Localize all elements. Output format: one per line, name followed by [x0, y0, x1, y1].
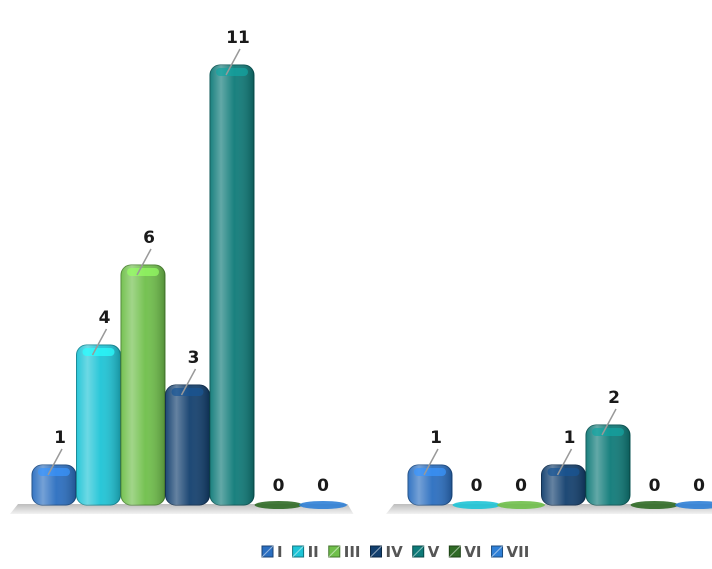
- legend-label: III: [344, 543, 361, 561]
- data-label-VI-group-1: 0: [273, 476, 285, 496]
- bar-V-group-2: [585, 424, 631, 506]
- legend-label: II: [308, 543, 319, 561]
- legend-item-II: II: [292, 543, 319, 561]
- bar-I-group-1: [31, 464, 77, 506]
- data-label-III-group-2: 0: [515, 476, 527, 496]
- legend-item-VI: VI: [448, 543, 482, 561]
- data-label-IV-group-1: 3: [188, 348, 200, 368]
- leader-line: [136, 248, 152, 276]
- leader-line: [225, 48, 241, 76]
- legend-item-I: I: [261, 543, 283, 561]
- bar-VI-group-1: [254, 501, 303, 509]
- data-label-V-group-2: 2: [608, 388, 620, 408]
- data-label-II-group-1: 4: [99, 308, 111, 328]
- bar-VII-group-1: [299, 501, 347, 509]
- data-label-VI-group-2: 0: [649, 476, 661, 496]
- legend: I II III IV V VI VII: [261, 543, 530, 561]
- leader-line: [601, 408, 617, 436]
- bar-I-group-2: [407, 464, 453, 506]
- data-label-II-group-2: 0: [471, 476, 483, 496]
- bar-II-group-2: [452, 501, 501, 509]
- bar-VII-group-2: [675, 501, 712, 509]
- data-label-VII-group-2: 0: [693, 476, 705, 496]
- data-label-V-group-1: 11: [226, 28, 250, 48]
- legend-label: V: [428, 543, 440, 561]
- data-label-III-group-1: 6: [143, 228, 155, 248]
- leader-line: [423, 448, 439, 476]
- bars-layer: [31, 64, 712, 509]
- data-label-IV-group-2: 1: [564, 428, 576, 448]
- leader-line: [47, 448, 63, 476]
- data-label-I-group-1: 1: [54, 428, 66, 448]
- legend-item-V: V: [412, 543, 440, 561]
- leader-line: [91, 328, 108, 356]
- bar-II-group-1: [76, 344, 121, 506]
- legend-item-VII: VII: [491, 543, 530, 561]
- bar-III-group-1: [120, 264, 166, 506]
- legend-label: I: [277, 543, 283, 561]
- leader-line: [180, 368, 197, 396]
- bar-IV-group-1: [165, 384, 210, 506]
- leader-line: [556, 448, 573, 476]
- legend-item-IV: IV: [370, 543, 404, 561]
- bar-III-group-2: [497, 501, 545, 509]
- data-label-I-group-2: 1: [430, 428, 442, 448]
- bar-IV-group-2: [541, 464, 586, 506]
- legend-item-III: III: [328, 543, 361, 561]
- legend-label: VI: [464, 543, 481, 561]
- legend-label: VII: [507, 543, 530, 561]
- bar-VI-group-2: [630, 501, 679, 509]
- data-label-VII-group-1: 0: [317, 476, 329, 496]
- legend-label: IV: [386, 543, 404, 561]
- bar-V-group-1: [209, 64, 255, 506]
